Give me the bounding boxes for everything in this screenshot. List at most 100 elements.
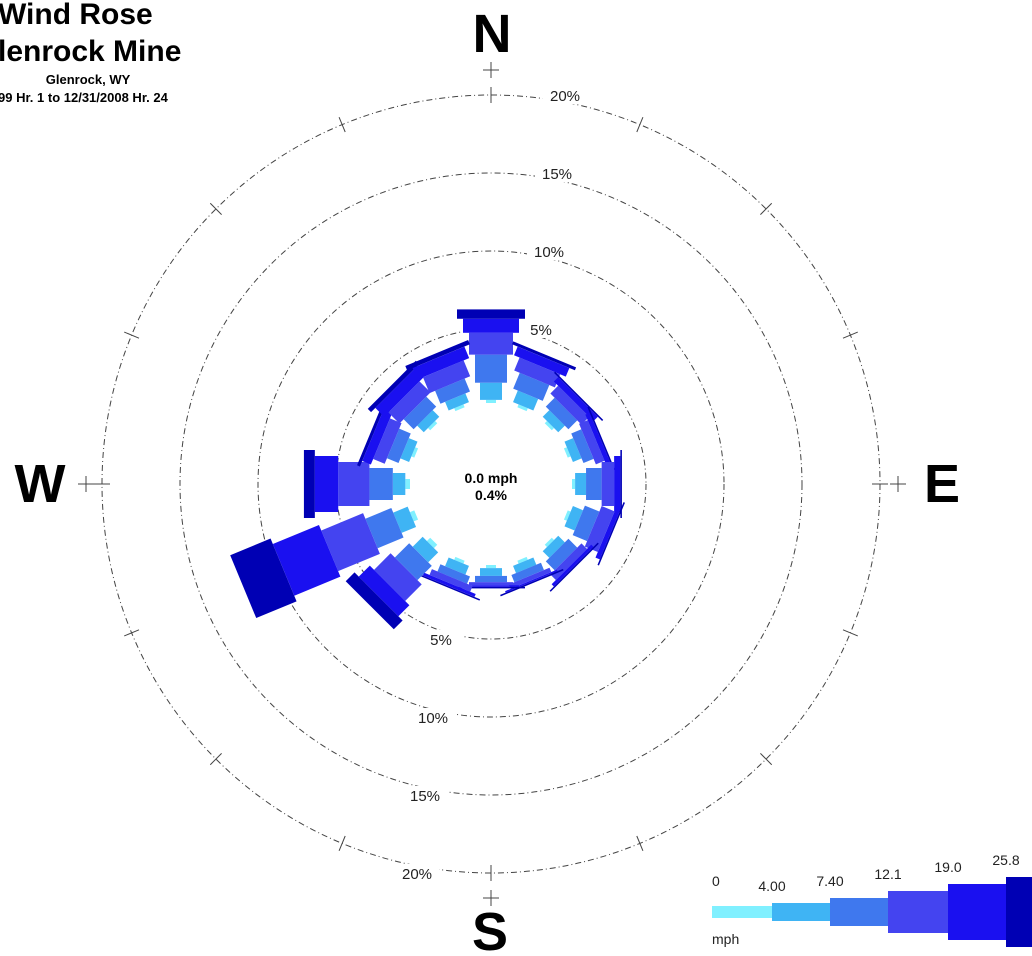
petal-e-class-5 (620, 450, 622, 518)
legend-swatch (888, 891, 948, 933)
ring-tick (842, 331, 858, 339)
legend-break-label: 7.40 (816, 873, 843, 889)
ring-label-bg (411, 708, 455, 726)
petal-nw-class-3 (388, 381, 431, 424)
petal-nnw-class-4 (412, 346, 470, 380)
petal-ssw-class-0 (454, 556, 465, 564)
petal-n-class-4 (463, 318, 519, 333)
petal-ne-class-3 (550, 385, 590, 425)
ring-label-bg (419, 630, 463, 648)
petal-sw-class-5 (345, 572, 403, 630)
petal-sw-class-3 (374, 553, 422, 601)
petal-n-class-1 (480, 382, 502, 400)
petal-n-class-0 (486, 399, 496, 403)
petal-w-class-5 (303, 450, 315, 518)
petal-e-class-0 (572, 479, 576, 489)
petal-s-class-0 (486, 565, 496, 569)
petal-ne-class-1 (542, 410, 565, 433)
legend-swatch (830, 898, 888, 926)
petal-ene-class-3 (579, 420, 605, 465)
petal-ese-class-2 (572, 505, 600, 542)
ring-tick (209, 202, 222, 215)
petal-nw-class-2 (403, 396, 437, 430)
compass-north: N (473, 4, 512, 64)
compass-west: W (15, 454, 66, 514)
ring-label-bg (535, 164, 579, 182)
petal-sw-class-0 (426, 537, 438, 549)
petal-se-class-5 (549, 542, 599, 592)
petal-nw-class-4 (375, 368, 424, 417)
ring-label-bg (527, 242, 571, 260)
petal-ese-class-1 (564, 506, 584, 531)
petal-sw-class-1 (412, 536, 439, 563)
ring-label: 10% (534, 244, 564, 261)
petal-w-class-3 (338, 462, 370, 506)
legend-break-label: 12.1 (874, 866, 901, 882)
petal-wnw-class-0 (411, 447, 419, 458)
chart-period: 99 Hr. 1 to 12/31/2008 Hr. 24 (0, 90, 169, 105)
legend-unit: mph (712, 931, 739, 947)
ring-label: 10% (418, 710, 448, 727)
petal-ene-class-4 (585, 412, 612, 467)
legend-swatch (772, 903, 830, 921)
legend-break-label: 25.8 (992, 852, 1019, 868)
petal-ne-class-4 (553, 377, 598, 422)
petal-s-class-5 (457, 586, 525, 589)
petal-s-class-1 (480, 568, 502, 576)
petal-ese-class-4 (595, 505, 622, 560)
ring-tick (338, 835, 346, 851)
petal-w-class-1 (392, 473, 406, 495)
petal-n-class-5 (457, 309, 525, 319)
ring-label: 15% (410, 788, 440, 805)
petal-ene-class-5 (587, 406, 615, 471)
petal-wnw-class-1 (400, 438, 418, 462)
wind-petals (230, 309, 625, 630)
petal-nne-class-1 (513, 390, 539, 411)
ring-tick (636, 117, 644, 133)
frequency-rings: 5% 5% 10% 10% 15% 15% 20% 20% (78, 62, 906, 906)
petal-e-class-1 (575, 473, 587, 495)
petal-wsw-class-1 (393, 506, 417, 533)
petal-s-class-4 (463, 585, 519, 587)
petal-ene-class-2 (571, 429, 594, 464)
ring-15pct (179, 172, 803, 796)
petal-nne-class-3 (514, 357, 561, 388)
legend-swatch (948, 884, 1006, 940)
petal-ne-class-0 (544, 420, 555, 431)
ring-label: 20% (550, 88, 580, 105)
petal-sse-class-5 (500, 568, 564, 597)
ring-label-bg (543, 86, 587, 104)
ring-tick (209, 753, 222, 766)
ring-label-bg (403, 786, 447, 804)
ring-label: 5% (430, 632, 452, 649)
petal-ssw-class-5 (416, 573, 481, 601)
petal-nne-class-5 (512, 341, 577, 371)
petal-ene-class-0 (563, 447, 571, 458)
ring-label: 5% (530, 322, 552, 339)
petal-nw-class-5 (367, 360, 420, 413)
petal-sse-class-1 (513, 557, 537, 574)
legend-break-label: 4.00 (758, 878, 785, 894)
petal-nne-class-4 (514, 346, 570, 377)
petal-nw-class-0 (427, 420, 438, 431)
petal-wsw-class-3 (321, 513, 380, 572)
petal-e-class-3 (601, 462, 615, 506)
petal-sse-class-2 (511, 562, 544, 583)
petal-ese-class-5 (597, 502, 625, 566)
ring-tick (636, 835, 644, 851)
legend-swatch (712, 906, 772, 918)
petal-ssw-class-3 (429, 569, 473, 592)
petal-sse-class-3 (508, 567, 552, 589)
petal-ene-class-1 (564, 438, 582, 462)
petal-nnw-class-5 (405, 339, 470, 371)
petal-w-class-4 (314, 456, 339, 512)
ring-label-bg (519, 320, 563, 338)
petal-nne-class-2 (513, 372, 550, 401)
petal-ese-class-3 (584, 506, 615, 553)
legend-break-label: 0 (712, 873, 720, 889)
ring-label-bg (395, 864, 439, 882)
petal-nnw-class-3 (422, 360, 471, 394)
ring-tick (124, 629, 140, 637)
compass-south: S (472, 902, 508, 956)
